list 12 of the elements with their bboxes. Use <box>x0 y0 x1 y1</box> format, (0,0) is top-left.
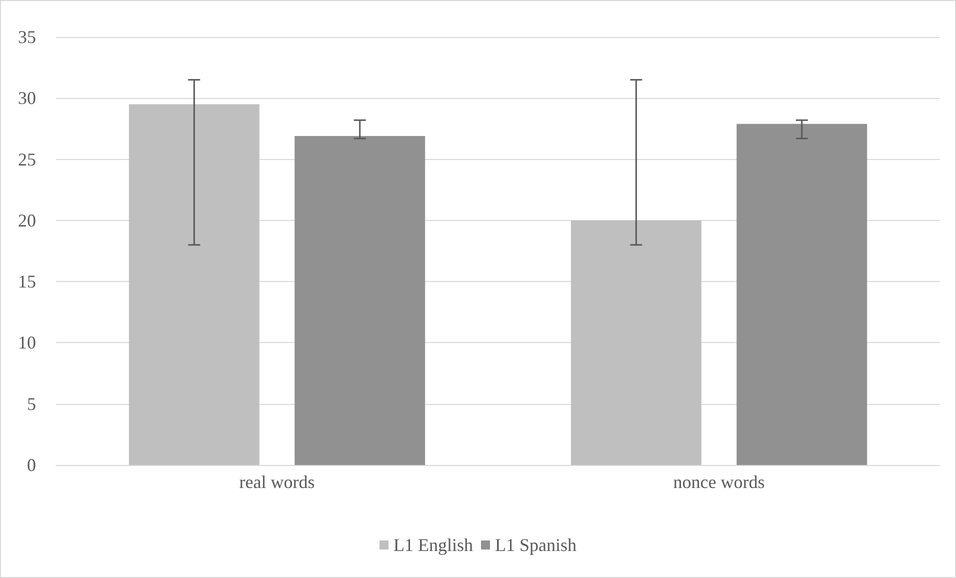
y-tick-label: 10 <box>18 332 36 353</box>
legend-label: L1 Spanish <box>495 535 577 555</box>
legend-label: L1 English <box>394 535 473 555</box>
y-tick-label: 25 <box>18 149 36 170</box>
y-tick-label: 15 <box>18 272 36 292</box>
y-tick-label: 35 <box>18 27 36 47</box>
x-tick-label: nonce words <box>673 472 765 492</box>
y-tick-label: 0 <box>27 455 36 475</box>
y-tick-label: 20 <box>18 210 36 230</box>
y-tick-label: 5 <box>27 394 36 414</box>
x-tick-label: real words <box>239 472 315 492</box>
y-tick-label: 30 <box>18 88 36 108</box>
